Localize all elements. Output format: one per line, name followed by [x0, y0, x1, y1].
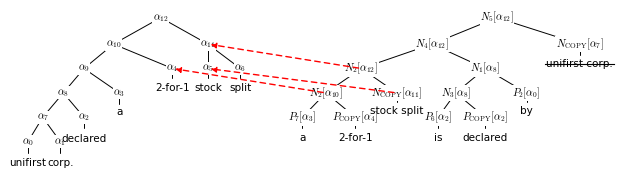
Text: $N_2[\alpha_{12}]$: $N_2[\alpha_{12}]$: [344, 61, 378, 76]
Text: $\alpha_{7}$: $\alpha_{7}$: [36, 111, 49, 123]
Text: $P_{\mathrm{COPY}}[\alpha_4]$: $P_{\mathrm{COPY}}[\alpha_4]$: [332, 110, 378, 125]
Text: $\alpha_{2}$: $\alpha_{2}$: [78, 111, 90, 123]
Text: $\alpha_{10}$: $\alpha_{10}$: [106, 38, 122, 50]
Text: $P_2[\alpha_0]$: $P_2[\alpha_0]$: [512, 85, 541, 101]
Text: by: by: [520, 106, 533, 116]
Text: $N_{\mathrm{COPY}}[\alpha_7]$: $N_{\mathrm{COPY}}[\alpha_7]$: [556, 36, 604, 52]
Text: $\alpha_{4}$: $\alpha_{4}$: [166, 63, 179, 74]
Text: corp.: corp.: [47, 158, 74, 168]
Text: $\alpha_{12}$: $\alpha_{12}$: [153, 12, 168, 24]
Text: 2-for-1: 2-for-1: [338, 133, 372, 143]
Text: $\alpha_{0}$: $\alpha_{0}$: [22, 136, 34, 148]
Text: a: a: [299, 133, 305, 143]
Text: declared: declared: [61, 134, 107, 144]
Text: $P_{\mathrm{COPY}}[\alpha_2]$: $P_{\mathrm{COPY}}[\alpha_2]$: [462, 110, 508, 125]
Text: $\alpha_{8}$: $\alpha_{8}$: [58, 87, 69, 99]
Text: $P_6[\alpha_2]$: $P_6[\alpha_2]$: [424, 110, 452, 125]
Text: unifirst: unifirst: [10, 158, 47, 168]
Text: split: split: [229, 83, 252, 93]
Text: $\alpha_{11}$: $\alpha_{11}$: [200, 38, 216, 50]
Text: $N_3[\alpha_8]$: $N_3[\alpha_8]$: [440, 85, 471, 101]
Text: $N_1[\alpha_8]$: $N_1[\alpha_8]$: [470, 61, 500, 76]
Text: $N_5[\alpha_{12}]$: $N_5[\alpha_{12}]$: [480, 10, 514, 25]
Text: a: a: [116, 107, 123, 117]
Text: $\alpha_{6}$: $\alpha_{6}$: [234, 63, 246, 74]
Text: $N_2[\alpha_{10}]$: $N_2[\alpha_{10}]$: [309, 85, 343, 101]
Text: unifirst corp.: unifirst corp.: [546, 59, 613, 69]
Text: $N_4[\alpha_{12}]$: $N_4[\alpha_{12}]$: [415, 36, 449, 52]
Text: $\alpha_{9}$: $\alpha_{9}$: [78, 63, 90, 74]
Text: $\alpha_{5}$: $\alpha_{5}$: [202, 63, 214, 74]
Text: declared: declared: [463, 133, 508, 143]
Text: $\alpha_{1}$: $\alpha_{1}$: [54, 136, 67, 148]
Text: is: is: [434, 133, 442, 143]
Text: 2-for-1: 2-for-1: [155, 83, 190, 93]
Text: stock split: stock split: [370, 106, 424, 116]
Text: $N_{\mathrm{COPY}}[\alpha_{11}]$: $N_{\mathrm{COPY}}[\alpha_{11}]$: [371, 85, 422, 101]
Text: stock: stock: [194, 83, 222, 93]
Text: $P_7[\alpha_3]$: $P_7[\alpha_3]$: [288, 110, 317, 125]
Text: $\alpha_{3}$: $\alpha_{3}$: [113, 87, 125, 99]
